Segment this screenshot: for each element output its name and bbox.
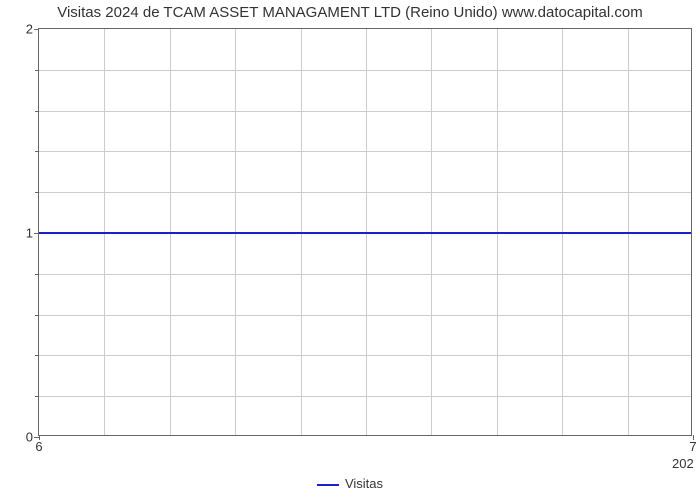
- y-minor-tick: [35, 355, 39, 356]
- chart-container: Visitas 2024 de TCAM ASSET MANAGAMENT LT…: [0, 0, 700, 500]
- corner-year-label: 202: [672, 456, 694, 471]
- gridline-h: [39, 192, 691, 193]
- x-tick-mark: [693, 435, 694, 440]
- x-tick-label: 6: [35, 439, 42, 454]
- gridline-h: [39, 70, 691, 71]
- gridline-h: [39, 355, 691, 356]
- y-minor-tick: [35, 315, 39, 316]
- gridline-h: [39, 396, 691, 397]
- y-tick-label: 0: [26, 430, 33, 445]
- x-tick-label: 7: [689, 439, 696, 454]
- x-tick-mark: [39, 435, 40, 440]
- gridline-h: [39, 151, 691, 152]
- gridline-h: [39, 111, 691, 112]
- plot-area: 01267: [38, 28, 692, 436]
- legend: Visitas: [0, 476, 700, 491]
- gridline-h: [39, 315, 691, 316]
- y-tick-label: 2: [26, 22, 33, 37]
- y-minor-tick: [35, 192, 39, 193]
- series-line-visitas: [39, 232, 691, 234]
- legend-swatch: [317, 484, 339, 486]
- chart-title: Visitas 2024 de TCAM ASSET MANAGAMENT LT…: [0, 4, 700, 21]
- legend-label: Visitas: [345, 476, 383, 491]
- gridline-h: [39, 274, 691, 275]
- y-minor-tick: [35, 151, 39, 152]
- y-tick-mark: [34, 29, 39, 30]
- y-minor-tick: [35, 396, 39, 397]
- y-tick-label: 1: [26, 226, 33, 241]
- y-minor-tick: [35, 274, 39, 275]
- y-minor-tick: [35, 70, 39, 71]
- y-minor-tick: [35, 111, 39, 112]
